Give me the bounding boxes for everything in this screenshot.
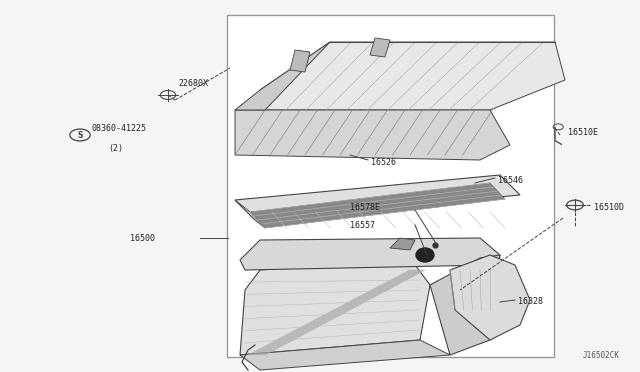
Text: 16557: 16557 <box>350 221 375 230</box>
Polygon shape <box>235 175 520 220</box>
Polygon shape <box>390 238 415 250</box>
Polygon shape <box>240 258 430 355</box>
Text: 16500: 16500 <box>130 234 155 243</box>
Polygon shape <box>240 340 450 370</box>
Polygon shape <box>235 200 265 228</box>
Text: 08360-41225: 08360-41225 <box>92 124 147 132</box>
Text: 16526: 16526 <box>371 157 396 167</box>
Text: 16510D: 16510D <box>594 202 624 212</box>
Polygon shape <box>240 238 500 270</box>
Polygon shape <box>370 38 390 57</box>
Bar <box>227 15 554 357</box>
Polygon shape <box>430 255 500 355</box>
Polygon shape <box>260 42 565 110</box>
Text: (2): (2) <box>108 144 123 153</box>
Text: 16546: 16546 <box>498 176 523 185</box>
Text: 16328: 16328 <box>518 298 543 307</box>
Text: S: S <box>77 131 83 140</box>
Polygon shape <box>235 42 330 110</box>
Text: 16578E: 16578E <box>350 203 380 212</box>
Polygon shape <box>235 110 510 160</box>
Polygon shape <box>450 255 530 340</box>
Polygon shape <box>290 50 310 72</box>
Text: J16502CK: J16502CK <box>583 351 620 360</box>
Text: 16510E: 16510E <box>568 128 598 137</box>
Ellipse shape <box>416 248 434 262</box>
Text: 22680X: 22680X <box>178 79 208 88</box>
Polygon shape <box>250 183 505 228</box>
